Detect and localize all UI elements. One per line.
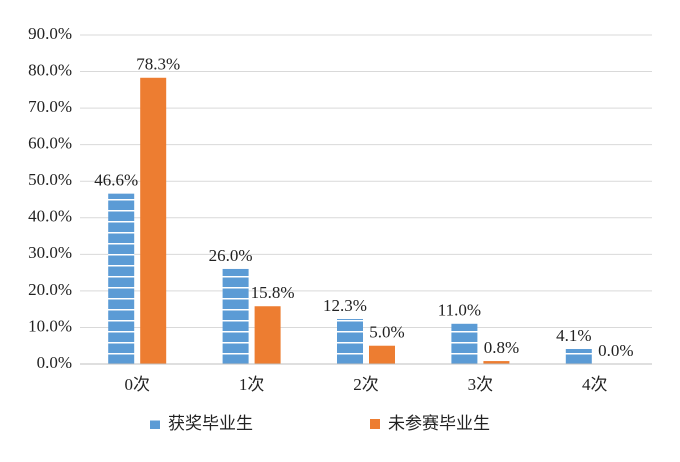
value-label: 46.6% xyxy=(94,171,138,190)
y-tick-label: 0.0% xyxy=(37,353,72,372)
y-tick-label: 50.0% xyxy=(28,170,72,189)
bar xyxy=(451,323,478,364)
bar xyxy=(565,349,592,364)
y-tick-label: 30.0% xyxy=(28,243,72,262)
x-tick-label: 0次 xyxy=(124,375,150,394)
y-tick-label: 90.0% xyxy=(28,24,72,43)
bar xyxy=(483,361,510,364)
bar xyxy=(369,345,395,364)
value-label: 12.3% xyxy=(323,296,367,315)
legend-swatch xyxy=(150,419,160,429)
value-label: 0.0% xyxy=(598,341,633,360)
value-label: 5.0% xyxy=(369,323,404,342)
x-tick-label: 1次 xyxy=(239,375,265,394)
value-label: 11.0% xyxy=(438,301,481,320)
bar xyxy=(140,77,167,365)
legend-swatch xyxy=(370,419,380,429)
value-label: 26.0% xyxy=(209,246,253,265)
x-tick-label: 2次 xyxy=(353,375,379,394)
x-tick-label: 4次 xyxy=(582,375,608,394)
bar xyxy=(337,319,363,364)
y-tick-label: 70.0% xyxy=(28,97,72,116)
bar xyxy=(254,306,281,364)
value-label: 78.3% xyxy=(136,55,180,74)
bar xyxy=(222,268,249,364)
value-label: 4.1% xyxy=(556,326,591,345)
y-tick-label: 20.0% xyxy=(28,280,72,299)
legend-label: 获奖毕业生 xyxy=(168,414,253,433)
y-tick-label: 40.0% xyxy=(28,207,72,226)
value-label: 15.8% xyxy=(251,283,295,302)
legend-label: 未参赛毕业生 xyxy=(388,413,490,433)
y-tick-label: 60.0% xyxy=(28,134,72,153)
y-tick-label: 10.0% xyxy=(28,316,72,335)
value-label: 0.8% xyxy=(484,338,519,357)
bar xyxy=(108,193,135,364)
x-tick-label: 3次 xyxy=(468,375,494,394)
y-tick-label: 80.0% xyxy=(28,60,72,79)
